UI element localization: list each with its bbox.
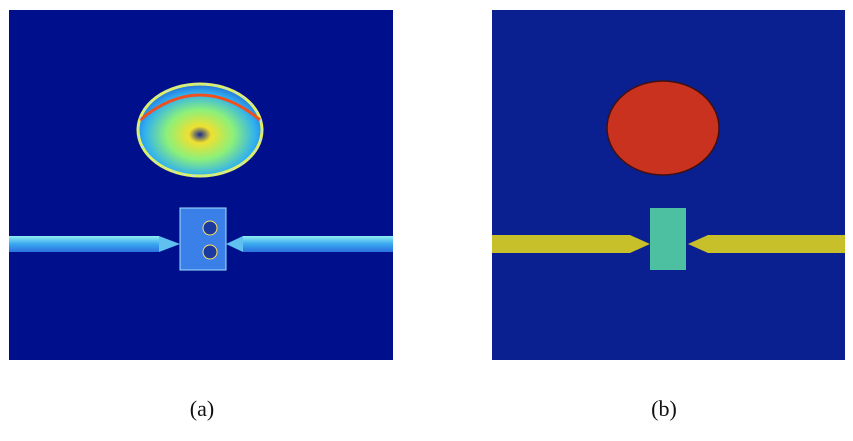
figure-images xyxy=(0,0,853,441)
figure: (a) (b) xyxy=(0,0,853,441)
panel-label: (a) xyxy=(162,396,242,422)
panel-a-image xyxy=(9,10,393,360)
panel-b-image xyxy=(492,10,845,360)
panel-label: (b) xyxy=(624,396,704,422)
